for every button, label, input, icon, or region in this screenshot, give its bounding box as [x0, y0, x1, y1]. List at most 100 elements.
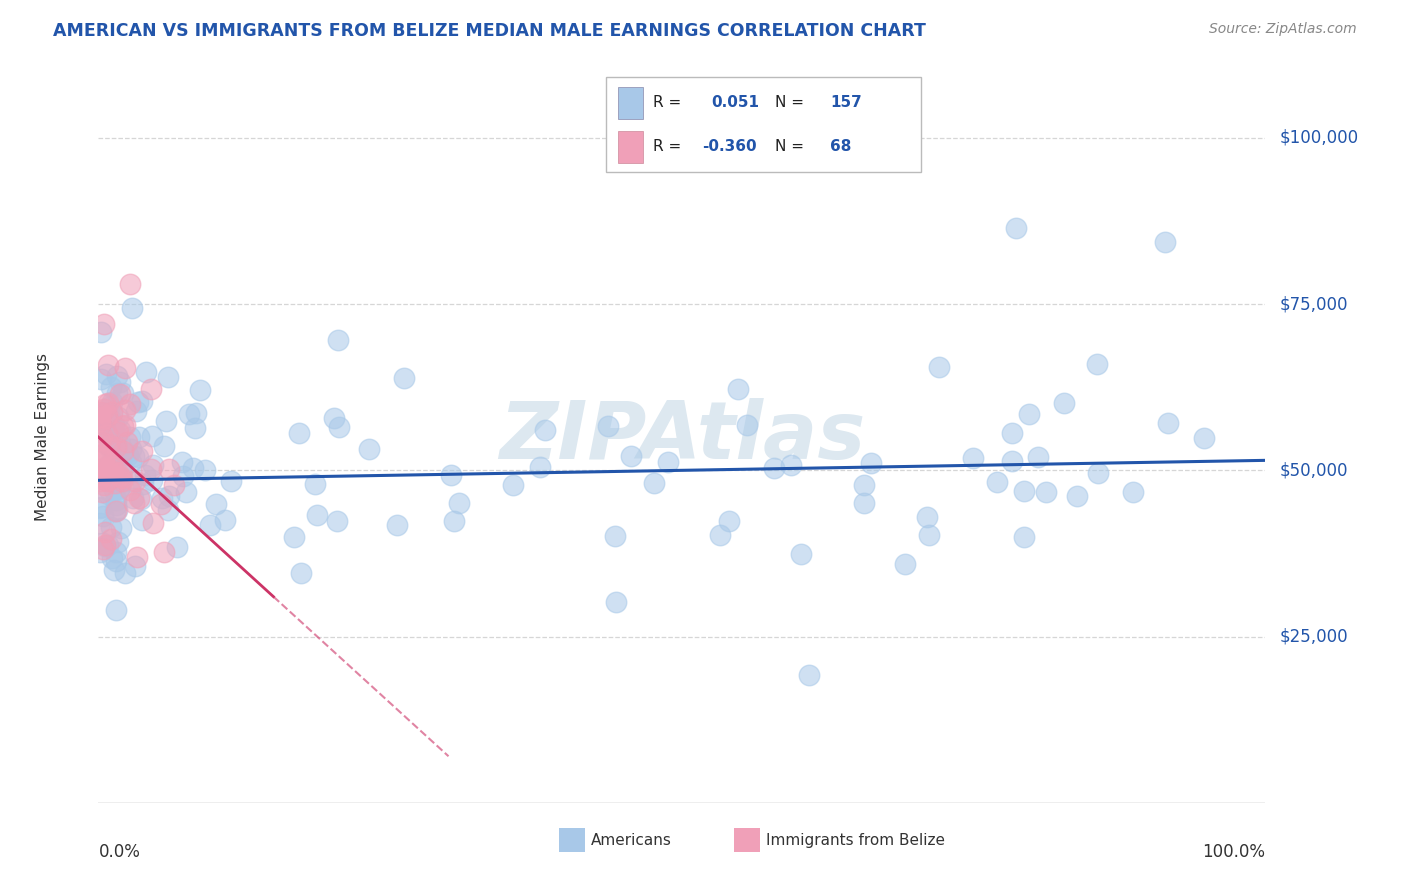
- Point: [166, 540, 188, 554]
- Point: [131, 393, 153, 408]
- Point: [89, 434, 111, 448]
- Point: [89, 475, 111, 489]
- Point: [105, 492, 128, 507]
- Point: [97, 358, 120, 372]
- Point: [928, 359, 950, 374]
- Point: [290, 566, 312, 580]
- Point: [1192, 431, 1215, 445]
- Point: [94, 539, 117, 553]
- Point: [111, 471, 134, 485]
- Point: [762, 461, 785, 475]
- Text: $75,000: $75,000: [1279, 295, 1348, 313]
- Point: [101, 458, 124, 473]
- Point: [117, 448, 139, 462]
- Point: [114, 403, 136, 417]
- Point: [127, 394, 149, 409]
- Point: [605, 595, 627, 609]
- Point: [93, 317, 115, 331]
- Point: [90, 429, 112, 443]
- Point: [104, 504, 127, 518]
- Point: [90, 448, 112, 462]
- Point: [986, 475, 1008, 489]
- Point: [134, 467, 156, 482]
- Point: [735, 417, 758, 432]
- Point: [181, 460, 204, 475]
- Point: [107, 410, 129, 425]
- Point: [596, 419, 619, 434]
- Point: [307, 508, 329, 522]
- Point: [328, 420, 350, 434]
- Text: $25,000: $25,000: [1279, 628, 1348, 646]
- Point: [93, 435, 115, 450]
- Text: 0.0%: 0.0%: [98, 843, 141, 861]
- Point: [107, 535, 129, 549]
- Point: [108, 480, 131, 494]
- Point: [534, 423, 557, 437]
- Point: [141, 429, 163, 443]
- Point: [172, 468, 194, 483]
- Point: [91, 509, 114, 524]
- Point: [114, 418, 136, 433]
- Point: [98, 441, 121, 455]
- Point: [103, 417, 125, 432]
- Point: [117, 434, 139, 449]
- Point: [1053, 396, 1076, 410]
- Point: [198, 518, 221, 533]
- Point: [108, 423, 131, 437]
- Point: [120, 442, 142, 456]
- Bar: [560, 829, 585, 852]
- Text: 100.0%: 100.0%: [1202, 843, 1265, 861]
- Text: $100,000: $100,000: [1279, 128, 1358, 147]
- Point: [91, 542, 114, 557]
- Point: [153, 440, 176, 454]
- Text: Source: ZipAtlas.com: Source: ZipAtlas.com: [1209, 22, 1357, 37]
- Point: [104, 504, 127, 518]
- Point: [179, 407, 201, 421]
- Text: 157: 157: [830, 95, 862, 111]
- Point: [89, 467, 111, 482]
- Text: $50,000: $50,000: [1279, 461, 1348, 479]
- Point: [131, 444, 153, 458]
- Point: [915, 510, 938, 524]
- Point: [1001, 426, 1024, 441]
- Point: [89, 417, 111, 431]
- Point: [90, 372, 112, 386]
- Point: [120, 455, 142, 469]
- Point: [288, 425, 311, 440]
- Point: [709, 527, 731, 541]
- Point: [105, 503, 128, 517]
- Point: [124, 449, 146, 463]
- Point: [893, 557, 915, 571]
- Point: [96, 367, 118, 381]
- Point: [1001, 454, 1024, 468]
- Point: [124, 474, 146, 488]
- Point: [110, 463, 132, 477]
- Point: [125, 549, 148, 564]
- Point: [93, 452, 115, 467]
- Point: [108, 387, 131, 401]
- Point: [186, 405, 208, 419]
- Bar: [617, 130, 644, 162]
- Point: [107, 483, 129, 497]
- Bar: [734, 829, 761, 852]
- Point: [118, 483, 141, 498]
- Point: [93, 449, 115, 463]
- Point: [205, 497, 228, 511]
- Point: [105, 369, 128, 384]
- Point: [128, 491, 150, 505]
- Point: [447, 496, 470, 510]
- Text: 68: 68: [830, 139, 852, 154]
- Point: [118, 396, 141, 410]
- Point: [96, 408, 118, 422]
- Point: [89, 425, 111, 439]
- Point: [100, 457, 122, 471]
- Point: [93, 397, 115, 411]
- Point: [142, 516, 165, 530]
- Point: [96, 428, 118, 442]
- Point: [89, 415, 111, 429]
- Point: [194, 463, 217, 477]
- Point: [105, 428, 128, 442]
- Point: [122, 496, 145, 510]
- Point: [101, 395, 124, 409]
- Point: [105, 603, 128, 617]
